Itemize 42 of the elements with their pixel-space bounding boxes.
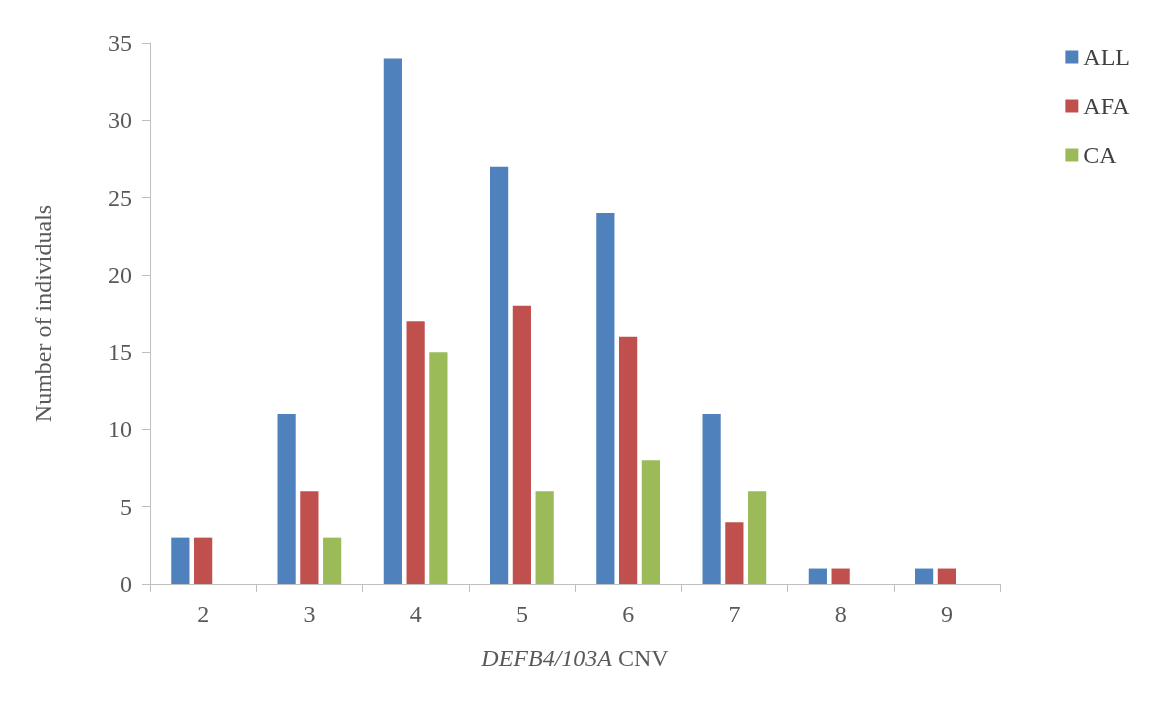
bar [808, 568, 827, 584]
bar [277, 413, 296, 584]
x-tick-label: 9 [940, 601, 953, 627]
bar [383, 58, 402, 584]
bar [937, 568, 956, 584]
bar [512, 305, 531, 584]
bar [596, 213, 615, 584]
legend-label: CA [1083, 142, 1118, 168]
legend-label: ALL [1083, 44, 1130, 70]
bar [641, 460, 660, 584]
bar [300, 491, 319, 584]
bar [535, 491, 554, 584]
bar [725, 522, 744, 584]
y-tick-label: 25 [108, 184, 132, 211]
bar [748, 491, 767, 584]
x-tick-label: 4 [409, 601, 422, 627]
x-tick-label: 7 [728, 601, 741, 627]
bar [831, 568, 850, 584]
bar [194, 537, 213, 584]
x-tick-label: 8 [834, 601, 847, 627]
y-tick-label: 0 [120, 571, 132, 597]
y-tick-label: 20 [108, 261, 132, 288]
legend-label: AFA [1083, 93, 1131, 119]
bar [171, 537, 190, 584]
y-tick-label: 35 [108, 30, 132, 56]
x-tick-label: 2 [197, 601, 210, 627]
y-axis-title: Number of individuals [30, 204, 56, 423]
bar [702, 413, 721, 584]
bar [490, 166, 509, 584]
bar [406, 321, 425, 584]
bar [619, 336, 638, 584]
x-axis-title: DEFB4/103A CNV [480, 645, 670, 671]
x-tick-label: 6 [622, 601, 635, 627]
y-tick-label: 10 [108, 416, 132, 443]
y-tick-label: 15 [108, 339, 132, 366]
x-tick-label: 3 [303, 601, 316, 627]
y-tick-label: 5 [120, 493, 132, 520]
bar [429, 352, 448, 584]
bar [323, 537, 342, 584]
bar [915, 568, 934, 584]
x-tick-label: 5 [515, 601, 528, 627]
y-tick-label: 30 [108, 107, 132, 134]
